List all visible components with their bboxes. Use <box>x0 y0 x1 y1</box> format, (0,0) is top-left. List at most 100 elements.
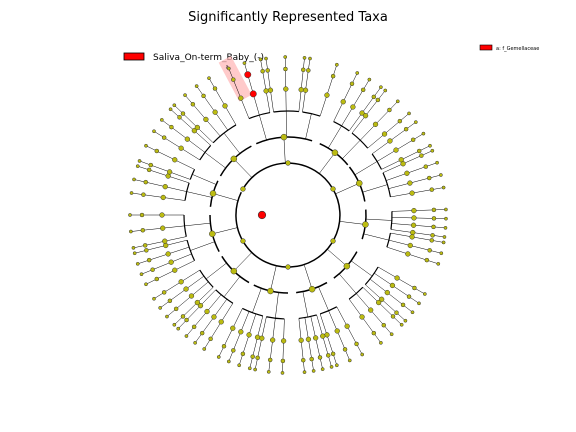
family-node <box>204 308 210 315</box>
genus-branch <box>409 177 430 184</box>
family-branch <box>248 313 257 335</box>
family-branch <box>316 314 323 337</box>
family-branch <box>171 253 192 263</box>
genus-node <box>190 102 196 107</box>
family-branch <box>382 163 404 173</box>
species-node <box>128 213 132 217</box>
family-node <box>407 180 413 186</box>
family-branch <box>169 171 191 180</box>
genus-node <box>430 233 435 238</box>
order-branch <box>275 292 279 319</box>
genus-branch <box>192 104 207 120</box>
family-node <box>411 215 417 221</box>
family-node <box>409 190 415 196</box>
family-branch <box>377 149 397 162</box>
family-branch <box>377 266 398 279</box>
family-node <box>178 279 184 285</box>
species-node <box>144 143 148 148</box>
species-node <box>242 61 247 65</box>
genus-branch <box>179 117 195 131</box>
genus-node <box>161 135 167 140</box>
family-node <box>230 325 236 331</box>
genus-node <box>387 107 392 113</box>
family-branch <box>165 239 188 246</box>
family-node <box>163 242 169 249</box>
family-node <box>320 333 326 339</box>
genus-branch <box>308 339 312 360</box>
family-node <box>410 229 416 236</box>
family-branch <box>390 229 413 233</box>
family-branch <box>283 318 285 341</box>
genus-branch <box>315 337 321 358</box>
class-branch <box>212 193 239 201</box>
species-node <box>159 118 164 122</box>
order-branch <box>223 276 241 298</box>
family-branch <box>328 310 338 332</box>
family-node <box>203 116 209 123</box>
genus-branch <box>387 292 404 306</box>
genus-branch <box>410 245 430 251</box>
genus-branch <box>182 113 198 128</box>
genus-node <box>381 322 387 328</box>
family-node <box>350 104 356 110</box>
family-branch <box>304 317 309 340</box>
genus-branch <box>186 305 201 321</box>
genus-node <box>424 257 430 263</box>
family-branch <box>319 95 328 117</box>
order-arc <box>351 132 369 149</box>
family-branch <box>168 246 190 255</box>
family-node <box>312 335 319 341</box>
genus-node <box>250 354 255 359</box>
species-node <box>237 363 242 368</box>
genus-node <box>431 224 436 230</box>
genus-branch <box>361 96 375 114</box>
phylum-node <box>285 160 291 166</box>
class-branch <box>270 265 277 292</box>
species-node <box>183 93 187 98</box>
phylum-node <box>330 238 336 244</box>
family-branch <box>213 298 228 318</box>
family-node <box>172 267 178 273</box>
phylum-node <box>240 238 246 244</box>
family-node <box>160 194 166 201</box>
genus-branch <box>403 155 422 164</box>
species-node <box>131 246 136 250</box>
species-node <box>152 296 156 301</box>
genus-branch <box>156 270 175 280</box>
family-node <box>263 88 269 94</box>
genus-branch <box>242 334 250 354</box>
family-node <box>283 86 289 92</box>
family-branch <box>386 173 407 181</box>
genus-node <box>240 351 246 357</box>
family-branch <box>165 186 187 192</box>
family-node <box>378 296 385 302</box>
family-branch <box>302 90 306 113</box>
class-branch <box>212 227 238 235</box>
genus-node <box>143 179 148 185</box>
class-node <box>230 155 238 163</box>
genus-branch <box>233 79 242 99</box>
genus-branch <box>343 83 353 102</box>
legend-class-swatch <box>123 52 145 61</box>
genus-branch <box>305 70 309 91</box>
genus-branch <box>322 336 329 356</box>
order-arc <box>382 172 392 198</box>
order-arc <box>189 169 196 180</box>
species-node <box>194 84 199 88</box>
family-node <box>222 103 228 109</box>
order-branch <box>363 233 389 241</box>
genus-node <box>280 358 286 364</box>
family-branch <box>163 197 186 201</box>
species-node <box>168 107 173 112</box>
species-node <box>172 103 177 108</box>
family-node <box>359 110 365 116</box>
species-node <box>283 55 288 59</box>
genus-branch <box>164 137 182 149</box>
family-branch <box>388 182 410 189</box>
genus-node <box>148 162 154 168</box>
genus-branch <box>381 299 397 313</box>
species-node <box>193 340 197 345</box>
family-branch <box>265 90 271 113</box>
genus-node <box>265 68 270 73</box>
